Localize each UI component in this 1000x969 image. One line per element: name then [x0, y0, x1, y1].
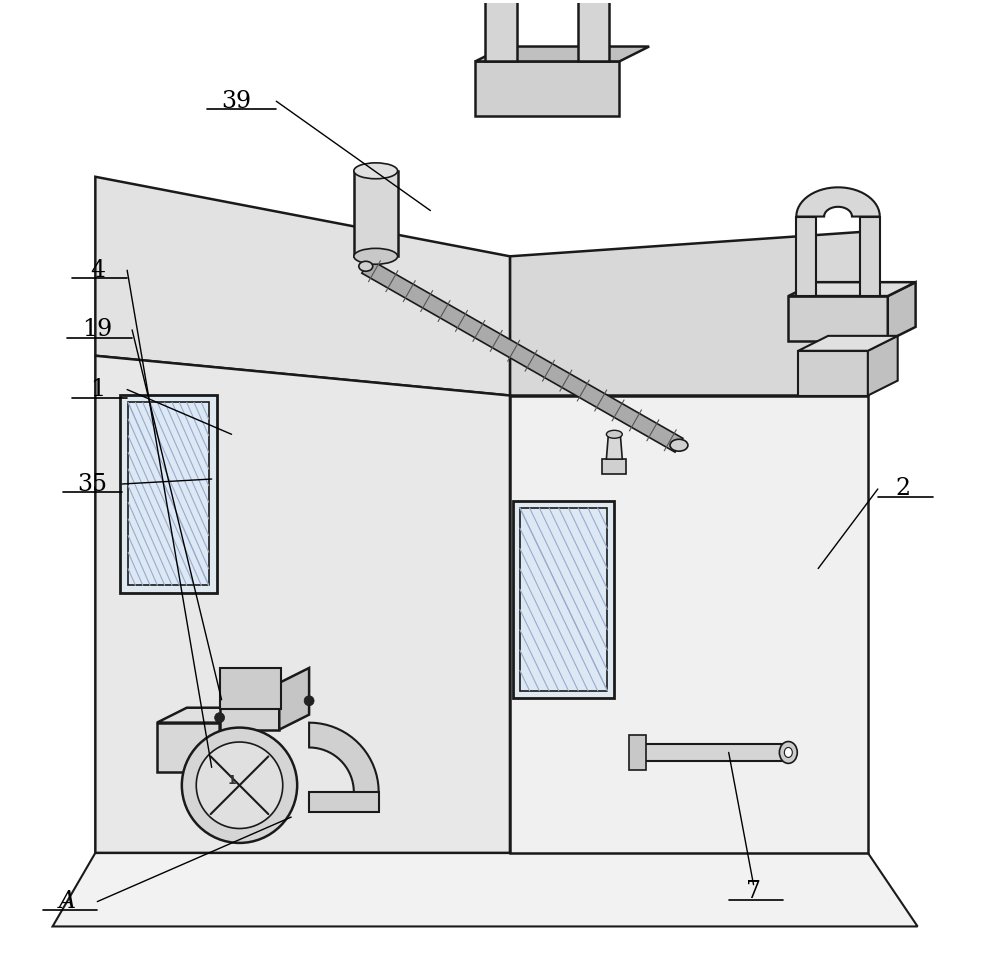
Polygon shape	[53, 853, 918, 926]
Polygon shape	[634, 743, 788, 762]
Polygon shape	[796, 187, 880, 216]
Text: 4: 4	[90, 259, 105, 282]
Ellipse shape	[670, 439, 688, 452]
Ellipse shape	[354, 163, 398, 178]
Text: 19: 19	[82, 319, 112, 341]
Polygon shape	[128, 402, 209, 585]
Polygon shape	[510, 232, 868, 395]
Polygon shape	[309, 723, 379, 793]
Circle shape	[304, 696, 314, 705]
Polygon shape	[95, 356, 510, 853]
Polygon shape	[868, 336, 898, 395]
Polygon shape	[578, 0, 609, 61]
Polygon shape	[798, 351, 868, 395]
Polygon shape	[475, 61, 619, 116]
Text: A: A	[59, 891, 76, 913]
Ellipse shape	[779, 741, 797, 764]
Polygon shape	[788, 282, 916, 297]
Polygon shape	[279, 668, 309, 730]
Polygon shape	[220, 707, 249, 772]
Polygon shape	[354, 171, 398, 257]
Text: 1: 1	[227, 774, 236, 787]
Polygon shape	[95, 176, 510, 395]
Polygon shape	[309, 793, 379, 812]
Polygon shape	[157, 707, 249, 723]
Polygon shape	[513, 501, 614, 698]
Polygon shape	[602, 459, 626, 474]
Polygon shape	[606, 434, 622, 459]
Polygon shape	[798, 336, 898, 351]
Polygon shape	[520, 508, 607, 691]
Ellipse shape	[606, 430, 622, 438]
Polygon shape	[220, 683, 279, 730]
Circle shape	[196, 742, 283, 828]
Polygon shape	[860, 216, 880, 297]
Polygon shape	[362, 260, 683, 453]
Text: 7: 7	[746, 880, 761, 903]
Polygon shape	[788, 297, 888, 341]
Polygon shape	[475, 47, 649, 61]
Polygon shape	[157, 723, 220, 772]
Polygon shape	[629, 735, 646, 770]
Text: 35: 35	[77, 473, 107, 495]
Polygon shape	[796, 216, 816, 297]
Text: 2: 2	[895, 478, 910, 500]
Polygon shape	[120, 394, 217, 593]
Polygon shape	[888, 282, 916, 341]
Text: 1: 1	[90, 378, 105, 401]
Polygon shape	[485, 0, 517, 61]
Polygon shape	[510, 395, 868, 853]
Circle shape	[182, 728, 297, 843]
Ellipse shape	[784, 747, 792, 758]
Ellipse shape	[359, 262, 373, 271]
Ellipse shape	[354, 248, 398, 265]
Polygon shape	[220, 668, 281, 708]
Text: 39: 39	[221, 90, 252, 112]
Circle shape	[215, 712, 225, 723]
